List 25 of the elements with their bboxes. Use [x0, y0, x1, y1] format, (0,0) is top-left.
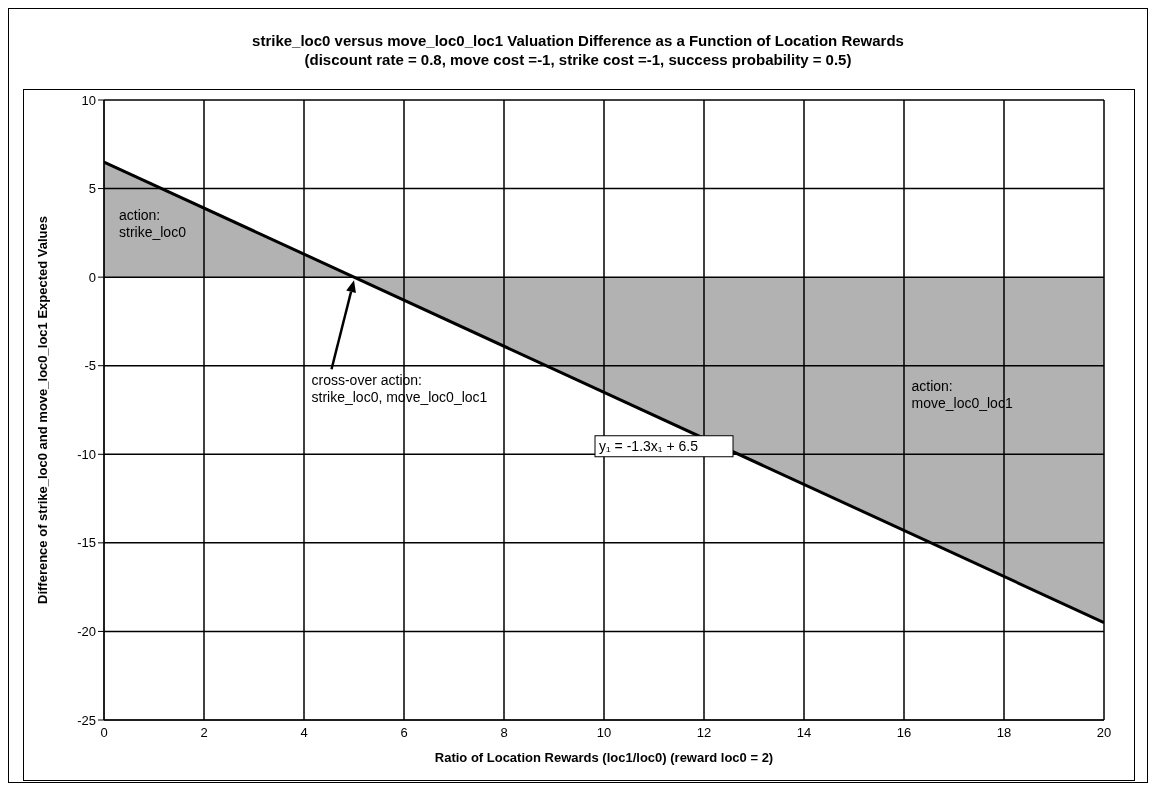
chart-subtitle: (discount rate = 0.8, move cost =-1, strike cost =-1, success probability = 0.5)	[303, 50, 853, 69]
x-tick-label: 12	[696, 725, 712, 741]
y-tick-label: -5	[84, 358, 96, 374]
x-tick-label: 10	[596, 725, 612, 741]
annotation: y₁ = -1.3x₁ + 6.5	[599, 437, 699, 454]
x-tick-label: 0	[100, 725, 108, 741]
y-tick-label: -15	[77, 535, 96, 551]
x-tick-label: 6	[400, 725, 408, 741]
x-tick-label: 16	[896, 725, 912, 741]
x-tick-label: 14	[796, 725, 812, 741]
x-tick-label: 8	[500, 725, 508, 741]
chart-title: strike_loc0 versus move_loc0_loc1 Valuation Difference as a Function of Location Rewards	[251, 31, 905, 50]
y-tick-label: 5	[88, 181, 96, 197]
x-tick-label: 18	[996, 725, 1012, 741]
y-tick-label: -25	[77, 712, 96, 728]
y-tick-label: 0	[88, 269, 96, 285]
x-tick-label: 2	[200, 725, 208, 741]
x-tick-label: 4	[300, 725, 308, 741]
annotation: action: strike_loc0	[119, 207, 187, 241]
y-tick-label: -20	[77, 624, 96, 640]
y-axis-title: Difference of strike_loc0 and move_loc0_loc1 Expected Values	[34, 215, 50, 605]
x-axis-title: Ratio of Location Rewards (loc1/loc0) (reward loc0 = 2)	[434, 750, 774, 765]
x-tick-label: 20	[1096, 725, 1112, 741]
y-tick-label: -10	[77, 446, 96, 462]
y-tick-label: 10	[81, 92, 96, 108]
